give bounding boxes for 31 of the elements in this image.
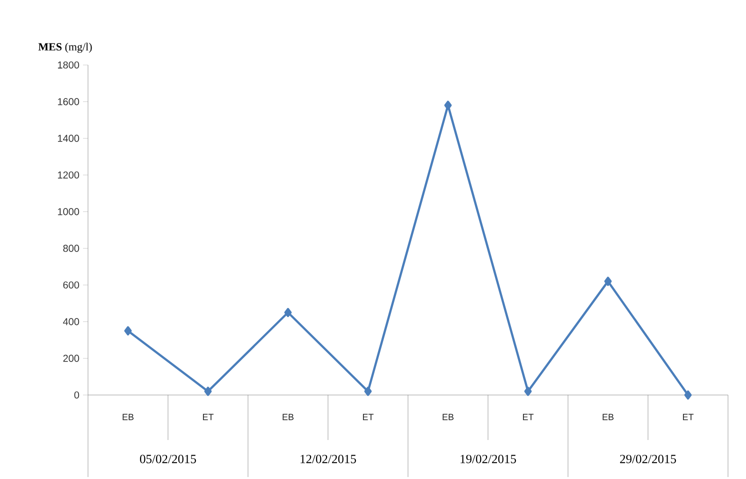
y-tick-label: 600: [63, 281, 80, 289]
x-tick-label: EB: [122, 414, 134, 420]
x-tick-label: ET: [682, 414, 694, 420]
x-tick-label: EB: [602, 414, 614, 420]
point: [124, 326, 132, 336]
point: [684, 390, 692, 400]
text: 05/02/2015: [140, 454, 196, 464]
y-tick-label: 400: [63, 318, 80, 326]
x-tick-label: ET: [522, 414, 534, 420]
x-tick-label: ET: [202, 414, 214, 420]
point: [444, 100, 452, 110]
y-tick-label: 800: [63, 244, 80, 252]
y-tick-label: 1000: [58, 208, 80, 216]
x-tick-label: ET: [362, 414, 374, 420]
text: 12/02/2015: [300, 454, 356, 464]
y-axis-title: MES (mg/l): [38, 42, 92, 53]
x-tick-label: EB: [442, 414, 454, 420]
point: [604, 276, 612, 286]
point: [524, 386, 532, 396]
point: [364, 386, 372, 396]
point: [284, 308, 292, 318]
x-tick-label: EB: [282, 414, 294, 420]
y-tick-label: 1600: [58, 98, 80, 106]
y-tick-label: 1200: [58, 171, 80, 179]
point: [204, 386, 212, 396]
text: 29/02/2015: [620, 454, 676, 464]
y-tick-label: 1800: [58, 61, 80, 69]
y-tick-label: 200: [63, 354, 80, 362]
text: 19/02/2015: [460, 454, 516, 464]
y-tick-label: 1400: [58, 134, 80, 142]
y-tick-label: 0: [74, 391, 80, 399]
